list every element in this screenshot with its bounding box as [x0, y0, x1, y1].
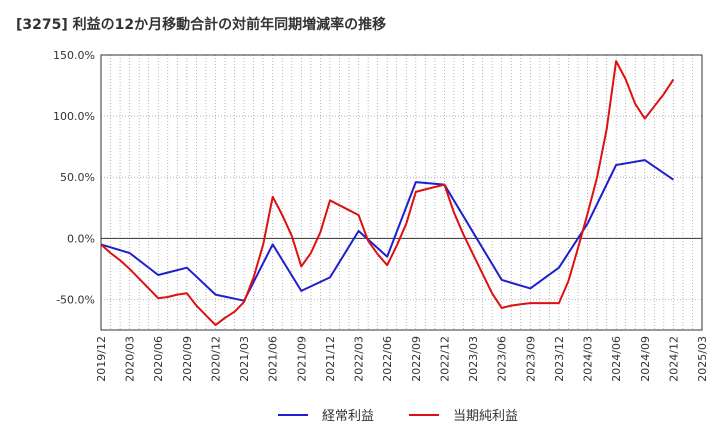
- x-tick-label: 2023/03: [467, 336, 480, 382]
- x-tick-label: 2022/09: [410, 336, 423, 382]
- x-tick-label: 2023/09: [524, 336, 537, 382]
- x-tick-label: 2023/06: [496, 336, 509, 382]
- x-tick-label: 2021/06: [267, 336, 280, 382]
- y-tick-label: -50.0%: [56, 293, 95, 306]
- y-tick-label: 0.0%: [67, 232, 95, 245]
- x-tick-label: 2022/03: [353, 336, 366, 382]
- x-tick-label: 2020/03: [124, 336, 137, 382]
- legend-label: 当期純利益: [453, 409, 518, 424]
- y-tick-label: 50.0%: [60, 171, 95, 184]
- legend-label: 経常利益: [322, 409, 374, 424]
- x-tick-label: 2024/09: [639, 336, 652, 382]
- x-tick-label: 2020/09: [181, 336, 194, 382]
- x-tick-labels: 2019/12 2020/03 2020/06 2020/09 2020/12 2021/…: [95, 336, 709, 382]
- x-tick-label: 2024/06: [610, 336, 623, 382]
- x-tick-label: 2024/03: [582, 336, 595, 382]
- x-tick-label: 2020/06: [152, 336, 165, 382]
- x-tick-label: 2022/12: [438, 336, 451, 382]
- series-layer: [100, 60, 675, 327]
- series-line-net-income: [100, 60, 675, 327]
- chart-title: [3275] 利益の12か月移動合計の対前年同期増減率の推移: [16, 17, 387, 33]
- plot-frame: [100, 54, 703, 331]
- x-tick-label: 2019/12: [95, 336, 108, 382]
- y-tick-labels: -50.0% 0.0% 50.0% 100.0% 150.0%: [53, 49, 95, 306]
- y-tick-label: 100.0%: [53, 110, 95, 123]
- x-tick-label: 2025/03: [696, 336, 709, 382]
- x-tick-label: 2021/09: [295, 336, 308, 382]
- x-tick-label: 2023/12: [553, 336, 566, 382]
- x-tick-label: 2021/12: [324, 336, 337, 382]
- y-tick-label: 150.0%: [53, 49, 95, 62]
- x-tick-label: 2024/12: [667, 336, 680, 382]
- x-tick-label: 2021/03: [238, 336, 251, 382]
- grid-lines: [101, 54, 702, 330]
- x-tick-label: 2020/12: [209, 336, 222, 382]
- axes: [100, 54, 703, 331]
- series-line-ordinary-profit: [100, 159, 674, 302]
- x-tick-label: 2022/06: [381, 336, 394, 382]
- legend: 経常利益 当期純利益: [278, 409, 518, 424]
